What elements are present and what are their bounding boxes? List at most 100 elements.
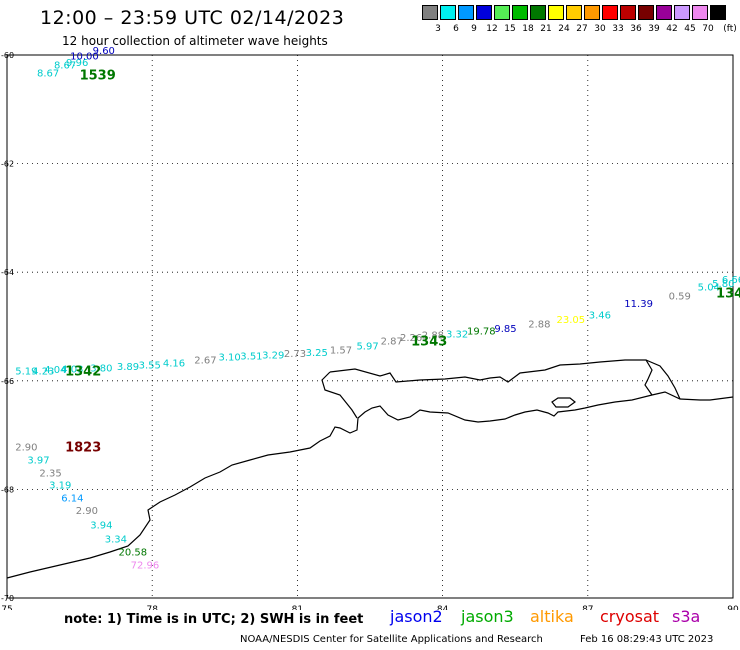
legend-label: 36 <box>630 24 642 34</box>
wave-height-value: 4.04 <box>44 365 66 376</box>
latitude-tick-label: -64 <box>1 268 14 277</box>
longitude-tick-label: 81 <box>292 605 303 610</box>
shelf-eastern-edge <box>645 359 681 400</box>
wave-height-value: 3.25 <box>306 348 328 359</box>
legend-swatch <box>692 5 708 20</box>
credit-line: NOAA/NESDIS Center for Satellite Applica… <box>240 634 543 645</box>
wave-height-value: 3.34 <box>105 535 127 546</box>
wave-height-value: 6.14 <box>61 493 83 504</box>
legend-swatch <box>512 5 528 20</box>
wave-height-value: 3.32 <box>446 329 468 340</box>
shelf-western-edge <box>321 371 358 419</box>
wave-height-value: 23.05 <box>557 315 586 326</box>
pass-time-label: 1823 <box>65 440 101 455</box>
wave-height-value: 11.39 <box>624 299 653 310</box>
legend-label: 18 <box>522 24 534 34</box>
wave-height-value: 72.96 <box>131 561 160 572</box>
legend-swatch <box>602 5 618 20</box>
legend-swatch <box>530 5 546 20</box>
wave-height-value: 8.67 <box>54 61 76 72</box>
legend-swatch <box>584 5 600 20</box>
legend-label: 33 <box>612 24 624 34</box>
footer-note: note: 1) Time is in UTC; 2) SWH is in fe… <box>64 612 364 627</box>
legend-label: 21 <box>540 24 552 34</box>
wave-height-value: 3.97 <box>27 455 49 466</box>
wave-height-value: 0.59 <box>669 291 691 302</box>
legend-swatch <box>638 5 654 20</box>
map-title: 12:00 – 23:59 UTC 02/14/2023 <box>40 7 345 29</box>
legend-label: 9 <box>471 24 477 34</box>
wave-height-value: 4.03 <box>61 365 83 376</box>
wave-height-value: 10.00 <box>70 51 99 62</box>
graticule-grid <box>6 54 734 599</box>
wave-height-map: 75 78 81 84 87 90-60-62-64-66-68-70 8.678.679… <box>1 46 740 610</box>
wave-height-value: 3.55 <box>139 360 161 371</box>
legend-swatch <box>620 5 636 20</box>
legend-label: 24 <box>558 24 570 34</box>
wave-height-labels: 8.678.679.9610.009.6015395.194.234.044.0… <box>15 46 740 572</box>
generated-timestamp: Feb 16 08:29:43 UTC 2023 <box>580 634 714 645</box>
legend-swatch <box>566 5 582 20</box>
longitude-tick-label: 78 <box>146 605 158 610</box>
axis-tick-labels: 75 78 81 84 87 90 -60 -62 -64 -66 -68 -70 <box>1 51 739 610</box>
wave-height-value: 6.66 <box>722 275 740 286</box>
island-outline <box>551 397 576 408</box>
longitude-tick-label: 75 <box>1 605 12 610</box>
satellite-name: s3a <box>672 607 701 626</box>
coastline-main <box>6 391 734 579</box>
wave-height-value: 2.90 <box>15 442 37 453</box>
wave-height-value: 5.97 <box>356 341 378 352</box>
legend-label: 42 <box>666 24 678 34</box>
wave-height-value: 3.80 <box>90 364 112 375</box>
legend-swatch <box>476 5 492 20</box>
legend-swatch <box>422 5 438 20</box>
wave-height-value: 3.94 <box>90 520 112 531</box>
longitude-tick-label: 87 <box>582 605 593 610</box>
pass-time-label: 1342 <box>65 364 101 379</box>
legend-label: 3 <box>435 24 441 34</box>
legend-swatch <box>458 5 474 20</box>
wave-height-value: 2.88 <box>528 320 550 331</box>
legend-label: 12 <box>486 24 498 34</box>
wave-height-value: 2.88 <box>422 330 444 341</box>
map-subtitle: 12 hour collection of altimeter wave hei… <box>62 34 328 48</box>
legend-swatch <box>674 5 690 20</box>
legend-label: 70 <box>702 24 714 34</box>
wave-height-value: 2.87 <box>381 336 403 347</box>
legend-label: 45 <box>684 24 696 34</box>
legend-label: 30 <box>594 24 606 34</box>
latitude-tick-label: -62 <box>1 160 14 169</box>
wave-height-value: 5.04 <box>698 283 720 294</box>
wave-height-value: 3.29 <box>262 351 284 362</box>
pass-time-label: 1344 <box>716 287 740 302</box>
wave-height-value: 2.73 <box>284 349 306 360</box>
wave-height-value: 3.89 <box>117 362 139 373</box>
wave-height-value: 19.78 <box>467 327 496 338</box>
wave-height-value: 9.60 <box>93 46 115 57</box>
wave-height-value: 9.85 <box>494 324 516 335</box>
wave-height-value: 2.35 <box>39 468 61 479</box>
satellite-name: cryosat <box>600 607 660 626</box>
wave-height-value: 5.19 <box>15 366 37 377</box>
wave-height-value: 5.80 <box>712 279 734 290</box>
wave-height-value: 2.26 <box>400 333 422 344</box>
legend-swatch <box>494 5 510 20</box>
legend-swatch <box>440 5 456 20</box>
wave-height-value: 2.90 <box>76 506 98 517</box>
wave-height-value: 4.23 <box>32 366 54 377</box>
satellite-name: jason3 <box>461 607 514 626</box>
longitude-tick-label: 84 <box>437 605 449 610</box>
ice-shelf-front <box>329 359 653 396</box>
wave-height-value: 1.57 <box>330 346 352 357</box>
legend-unit: (ft) <box>723 24 737 34</box>
pass-time-label: 1343 <box>411 335 447 350</box>
wave-height-value: 4.16 <box>163 359 185 370</box>
latitude-tick-label: -68 <box>1 485 14 494</box>
latitude-tick-label: -66 <box>1 377 14 386</box>
legend-label: 39 <box>648 24 660 34</box>
legend-label: 15 <box>504 24 516 34</box>
wave-height-value: 8.67 <box>37 69 59 80</box>
antarctic-coastline <box>6 359 734 579</box>
legend-swatch <box>548 5 564 20</box>
wave-height-value: 3.19 <box>49 480 71 491</box>
